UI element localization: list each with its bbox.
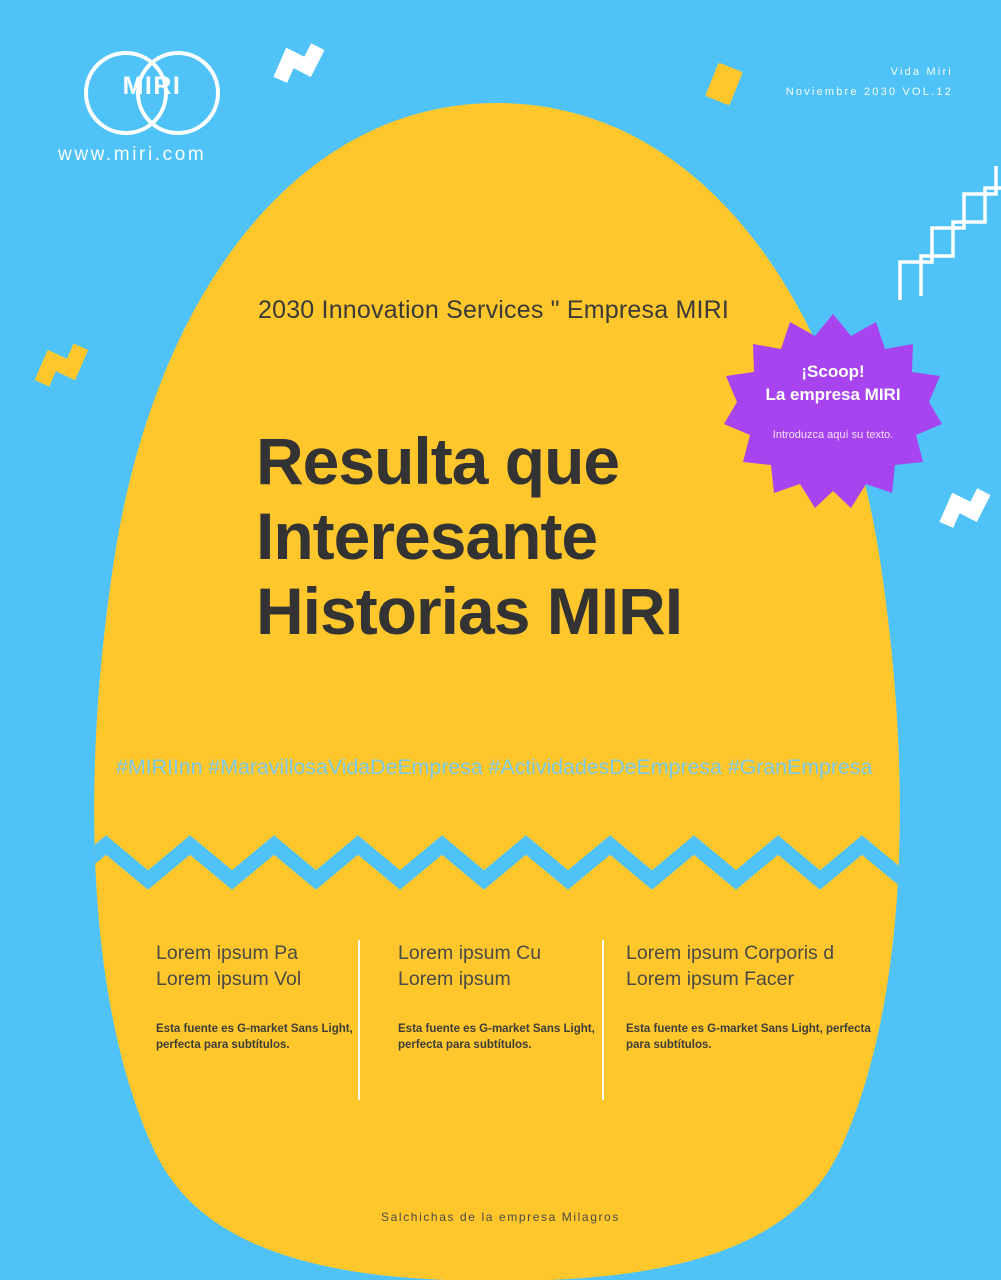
column-item: Lorem ipsum Pa Lorem ipsum Vol Esta fuen… xyxy=(156,940,386,1053)
column-title-line-1: Lorem ipsum Corporis d xyxy=(626,942,835,964)
badge-subtext: Introduzca aquí su texto. xyxy=(772,429,894,441)
column-title-line-1: Lorem ipsum Cu xyxy=(398,942,542,964)
logo[interactable]: MIRI www.miri.com xyxy=(58,48,302,168)
kicker-text: 2030 Innovation Services " Empresa MIRI xyxy=(258,296,730,324)
column-divider xyxy=(602,940,604,1100)
column-body: Esta fuente es G-market Sans Light, perf… xyxy=(156,1023,353,1051)
badge-headline-2: La empresa MIRI xyxy=(765,385,901,404)
logo-website-url[interactable]: www.miri.com xyxy=(58,144,207,165)
headline-line-2: Interesante xyxy=(256,499,598,573)
logo-wordmark: MIRI xyxy=(122,72,182,100)
footer-caption: Salchichas de la empresa Milagros xyxy=(381,1210,620,1224)
column-title-line-2: Lorem ipsum Vol xyxy=(156,968,302,990)
column-title-line-2: Lorem ipsum xyxy=(398,968,511,990)
column-title: Lorem ipsum Pa Lorem ipsum Vol xyxy=(156,940,386,992)
headline-line-3: Historias MIRI xyxy=(256,574,683,648)
scoop-badge[interactable]: ¡Scoop! La empresa MIRI Introduzca aquí … xyxy=(724,314,942,510)
column-title-line-2: Lorem ipsum Facer xyxy=(626,968,794,990)
column-body: Esta fuente es G-market Sans Light, perf… xyxy=(626,1023,871,1051)
white-staircase-line-inner xyxy=(919,186,1001,296)
badge-headline-1: ¡Scoop! xyxy=(801,362,865,381)
hashtag-line[interactable]: #MIRIInn #MaravillosaVidaDeEmpresa #Acti… xyxy=(116,755,873,779)
masthead-issue-date: Noviembre 2030 VOL.12 xyxy=(785,86,953,98)
yellow-rectangle-decoration xyxy=(705,63,743,105)
logo-rings-icon xyxy=(84,51,220,135)
column-divider xyxy=(358,940,360,1100)
feature-columns: Lorem ipsum Pa Lorem ipsum Vol Esta fuen… xyxy=(140,940,871,1110)
badge-text-block: ¡Scoop! La empresa MIRI Introduzca aquí … xyxy=(724,314,942,510)
masthead-publication-name: Vida Miri xyxy=(890,66,953,78)
white-staircase-line-outer xyxy=(898,166,998,300)
column-item: Lorem ipsum Cu Lorem ipsum Esta fuente e… xyxy=(398,940,628,1053)
column-title: Lorem ipsum Cu Lorem ipsum xyxy=(398,940,628,992)
page-title: Resulta que Interesante Historias MIRI xyxy=(256,424,946,649)
yellow-zigzag-decoration-left xyxy=(34,343,89,387)
headline-line-1: Resulta que xyxy=(256,424,620,498)
column-body: Esta fuente es G-market Sans Light, perf… xyxy=(398,1023,595,1051)
zigzag-crack-divider xyxy=(94,834,900,891)
column-item: Lorem ipsum Corporis d Lorem ipsum Facer… xyxy=(626,940,876,1053)
masthead-meta: Vida Miri Noviembre 2030 VOL.12 xyxy=(786,62,953,102)
column-title: Lorem ipsum Corporis d Lorem ipsum Facer xyxy=(626,940,876,992)
egg-body xyxy=(94,103,900,1280)
white-zigzag-decoration-right xyxy=(939,488,991,528)
white-zigzag-decoration-top xyxy=(273,43,325,83)
column-title-line-1: Lorem ipsum Pa xyxy=(156,942,298,964)
starburst-icon xyxy=(724,314,942,508)
